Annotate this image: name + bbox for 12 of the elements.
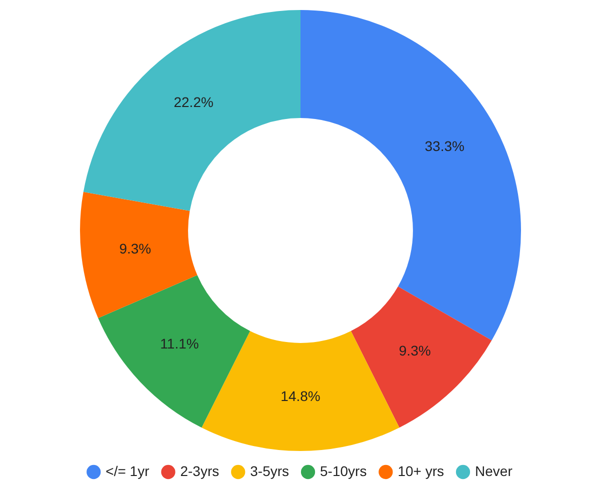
data-label: 14.8%	[280, 388, 320, 404]
legend-label: 5-10yrs	[320, 462, 367, 479]
legend-label: 3-5yrs	[250, 462, 290, 479]
legend-label: 10+ yrs	[398, 462, 444, 479]
legend-label: </= 1yr	[106, 462, 150, 479]
legend-label: 2-3yrs	[180, 462, 220, 479]
legend-label: Never	[475, 462, 513, 479]
data-label: 9.3%	[119, 240, 152, 257]
data-label: 9.3%	[398, 342, 431, 358]
data-label: 11.1%	[160, 336, 199, 352]
data-label: 22.2%	[174, 94, 214, 110]
data-label: 33.3%	[424, 138, 464, 154]
